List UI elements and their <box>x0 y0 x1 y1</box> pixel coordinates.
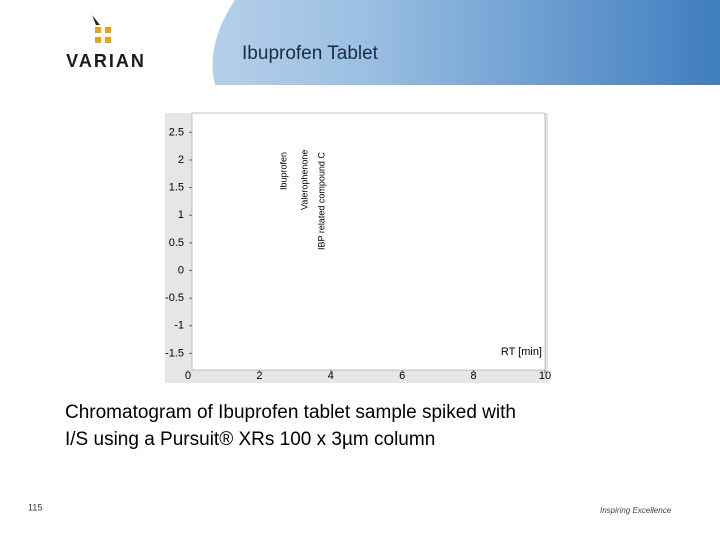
slide-title: Ibuprofen Tablet <box>242 43 379 64</box>
y-tick-label: 1 <box>178 209 184 221</box>
x-tick-label: 2 <box>256 370 262 382</box>
page-number: 115 <box>28 502 42 512</box>
x-tick-label: 6 <box>399 370 405 382</box>
peak-annotation: IBP related compound C <box>316 152 326 250</box>
y-tick-label: 2 <box>178 154 184 166</box>
y-tick-label: -1.5 <box>165 347 184 359</box>
logo: VARIAN <box>66 51 146 71</box>
peak-annotation: Ibuprofen <box>278 152 288 190</box>
y-tick-label: 0.5 <box>169 237 184 249</box>
plot-area <box>191 112 546 371</box>
y-tick-label: -1 <box>174 320 184 332</box>
chart: -1.5 -1 -0.5 0 0.5 1 1.5 2 2.5 0 2 4 6 8 10 RT [min] Ibu… <box>165 126 551 382</box>
logo-area <box>0 0 235 85</box>
x-tick-label: 4 <box>328 370 334 382</box>
y-tick-label: 0 <box>178 264 184 276</box>
logo-mark <box>92 15 111 43</box>
x-tick-label: 8 <box>471 370 477 382</box>
x-axis-label: RT [min] <box>501 346 542 358</box>
footer-logo: Inspiring Excellence <box>600 506 672 515</box>
caption-line: I/S using a Pursuit® XRs 100 x 3µm colum… <box>65 429 435 450</box>
y-tick-label: -0.5 <box>165 292 184 304</box>
y-tick-label: 2.5 <box>169 126 184 138</box>
x-tick-label: 0 <box>185 370 191 382</box>
x-tick-label: 10 <box>539 370 551 382</box>
peak-annotation: Valerophenone <box>299 150 309 210</box>
y-tick-label: 1.5 <box>169 182 184 194</box>
caption-line: Chromatogram of Ibuprofen tablet sample … <box>65 402 516 423</box>
